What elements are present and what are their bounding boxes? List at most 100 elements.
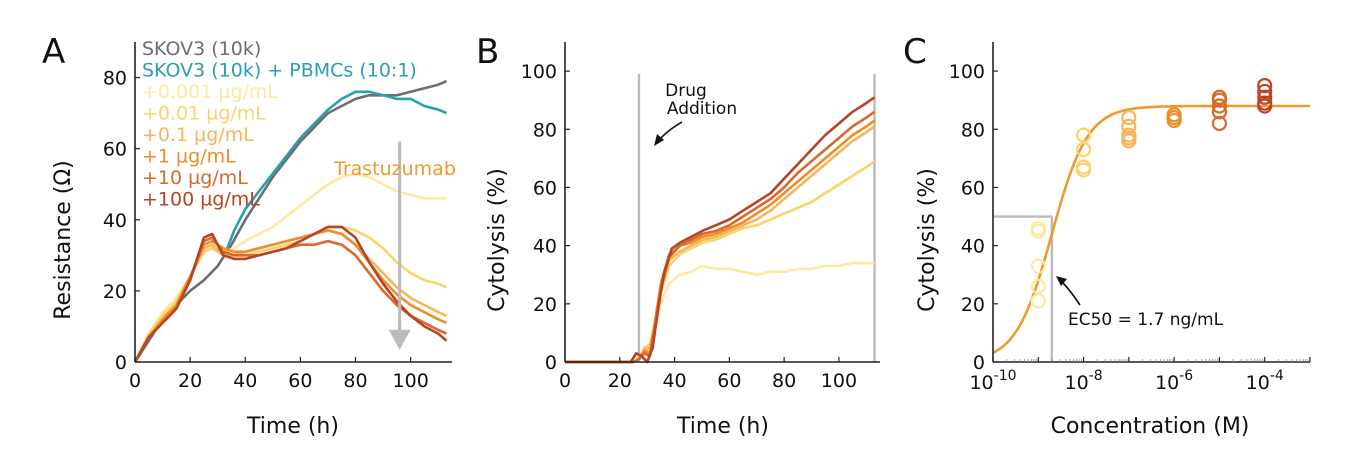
panel-a-xtick-label: 100 [393, 370, 429, 392]
data-point-0-001-g-ml [1030, 223, 1046, 239]
ec50-arrow [1061, 281, 1081, 306]
panel-c-xtick-label: 10-8 [1064, 368, 1102, 394]
data-point-0-1-g-ml [1121, 118, 1137, 134]
panel-c-chart: 0 20 40 60 80 100 10-10 10-8 10-6 10-4 Concentrat… [915, 42, 1311, 439]
drug-addition-annotation: Drug Addition [654, 81, 737, 146]
data-point-100-g-ml [1257, 89, 1273, 105]
data-point-1-g-ml [1166, 112, 1182, 129]
panel-a-legend: SKOV3 (10k)SKOV3 (10k) + PBMCs (10:1)+0.… [142, 38, 417, 211]
panel-a-xtick-label: 0 [129, 370, 141, 392]
panel-b-ytick-label: 40 [533, 236, 557, 258]
series-line-a-skov3-10k-pbmcs-10-1 [224, 90, 448, 253]
panel-a-xtick-label: 20 [178, 370, 202, 392]
panel-c-ytick-label: 0 [973, 352, 985, 374]
data-point-10-g-ml [1211, 98, 1228, 114]
data-point-100-g-ml [1257, 83, 1273, 100]
trastuzumab-arrow [388, 141, 411, 350]
data-point-10-g-ml [1211, 104, 1228, 120]
data-point-0-01-g-ml [1075, 142, 1092, 158]
series-line-b-0-1-g-ml [565, 125, 876, 364]
panel-b-ytick-label: 80 [533, 119, 557, 141]
data-point-10-g-ml [1211, 92, 1228, 108]
data-point-100-g-ml [1257, 98, 1273, 114]
panel-c-ytick-label: 20 [961, 294, 985, 316]
panel-c-ytick-label: 40 [961, 236, 985, 258]
legend-entry-skov3-10k-pbmcs-10-1: SKOV3 (10k) + PBMCs (10:1) [142, 60, 417, 82]
drug-addition-line1: Drug [665, 81, 707, 101]
panel-b-xtick-label: 0 [559, 370, 571, 392]
panel-letter-c: C [903, 32, 927, 72]
legend-entry-100-g-ml: +100 µg/mL [142, 189, 260, 211]
panel-c-ytick-label: 60 [961, 177, 985, 199]
panel-a-chart: 0 20 40 60 80 0 20 40 60 80 100 Time (h) Resistanc… [51, 38, 456, 439]
ec50-annotation: EC50 = 1.7 ng/mL [1056, 276, 1224, 330]
panel-b-ytick-label: 20 [533, 294, 557, 316]
panel-b-ytick-label: 100 [521, 61, 557, 83]
legend-entry-1-g-ml: +1 µg/mL [142, 146, 236, 168]
data-point-10-g-ml [1211, 115, 1228, 132]
panel-c-axes: 0 20 40 60 80 100 10-10 10-8 10-6 10-4 [949, 42, 1311, 394]
panel-a-ytick-label: 20 [103, 281, 127, 303]
panel-a-xtick-label: 80 [343, 370, 367, 392]
data-point-0-001-g-ml [1030, 293, 1046, 309]
panel-a-xlabel: Time (h) [246, 414, 339, 439]
panel-b-axes: 0 20 40 60 80 100 0 20 40 60 80 100 [521, 42, 880, 392]
panel-b-xlabel: Time (h) [676, 414, 769, 439]
panel-b-xtick-label: 20 [608, 370, 632, 392]
panel-c-ylabel: Cytolysis (%) [915, 168, 940, 312]
legend-entry-0-01-g-ml: +0.01 µg/mL [142, 103, 266, 125]
trastuzumab-label: Trastuzumab [333, 158, 456, 180]
legend-entry-skov3-10k: SKOV3 (10k) [142, 38, 261, 60]
ec50-arrowhead [1056, 276, 1067, 286]
panel-a-series [133, 79, 448, 363]
panel-b-xtick-label: 80 [772, 370, 796, 392]
panel-a-xtick-label: 60 [288, 370, 312, 392]
legend-entry-10-g-ml: +10 µg/mL [142, 167, 248, 189]
drug-addition-line2: Addition [667, 99, 737, 119]
panel-c-xtick-label: 10-4 [1246, 368, 1284, 394]
panel-b-xtick-label: 100 [821, 370, 857, 392]
drug-addition-arrow [658, 121, 683, 141]
panel-a-xtick-label: 40 [233, 370, 257, 392]
panel-a-ylabel: Resistance (Ω) [51, 160, 76, 320]
drug-addition-arrowhead [654, 134, 664, 146]
panel-c-ytick-label: 100 [949, 61, 985, 83]
panel-b-ytick-label: 60 [533, 177, 557, 199]
panel-b-ylabel: Cytolysis (%) [485, 168, 510, 312]
series-line-b-0-01-g-ml [565, 160, 876, 364]
ec50-label: EC50 = 1.7 ng/mL [1068, 310, 1224, 330]
panel-letter-b: B [476, 32, 499, 72]
panel-c-ytick-label: 80 [961, 119, 985, 141]
series-line-b-0-001-g-ml [565, 261, 875, 364]
panel-c-xlabel: Concentration (M) [1051, 414, 1250, 439]
panel-letter-a: A [42, 32, 65, 72]
data-point-0-1-g-ml [1121, 110, 1137, 126]
data-point-0-1-g-ml [1121, 133, 1137, 149]
panel-a-ytick-label: 40 [103, 210, 127, 232]
data-point-100-g-ml [1257, 78, 1273, 94]
series-line-b-1-g-ml [565, 119, 876, 364]
legend-entry-0-1-g-ml: +0.1 µg/mL [142, 124, 254, 146]
panel-c-xtick-label: 10-10 [969, 368, 1016, 394]
series-line-a-skov3-10k [133, 79, 448, 363]
panel-b-chart: 0 20 40 60 80 100 0 20 40 60 80 100 Time (h) Cytoly… [485, 42, 880, 439]
panel-b-series [565, 96, 876, 364]
panel-c-xtick-label: 10-6 [1155, 368, 1193, 394]
data-point-0-001-g-ml [1030, 258, 1046, 274]
trastuzumab-arrowhead [388, 329, 411, 350]
panel-b-xtick-label: 60 [717, 370, 741, 392]
panel-b-xtick-label: 40 [662, 370, 686, 392]
data-point-0-001-g-ml [1030, 278, 1046, 294]
panel-b-ytick-label: 0 [545, 352, 557, 374]
panel-a-ytick-label: 60 [103, 139, 127, 161]
panel-c-points [1030, 78, 1273, 309]
data-point-0-01-g-ml [1075, 127, 1092, 143]
panel-a-ytick-label: 80 [103, 68, 127, 90]
ec50-guides [993, 215, 1054, 362]
panel-a-ytick-label: 0 [115, 352, 127, 374]
legend-entry-0-001-g-ml: +0.001 µg/mL [142, 81, 278, 103]
panel-a-axes: 0 20 40 60 80 0 20 40 60 80 100 [103, 42, 452, 392]
series-line-a-100-g-ml [133, 225, 448, 363]
data-point-0-01-g-ml [1075, 162, 1092, 178]
